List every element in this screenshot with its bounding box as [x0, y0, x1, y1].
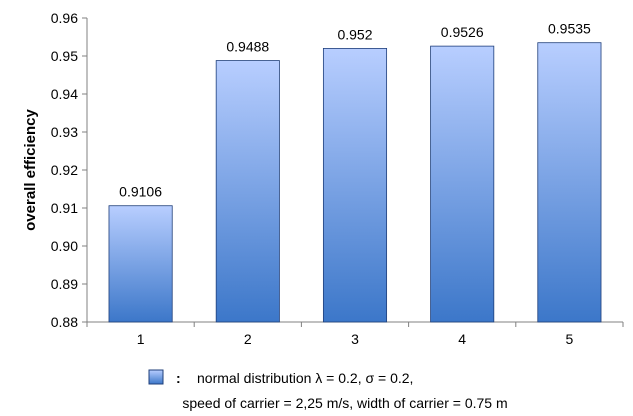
y-tick-label: 0.90: [51, 238, 78, 254]
y-tick-label: 0.88: [51, 314, 78, 330]
x-tick-label: 2: [244, 331, 252, 347]
x-tick-label: 4: [458, 331, 466, 347]
legend-swatch: [148, 369, 164, 385]
bar-value-label: 0.952: [337, 26, 372, 42]
bar: [215, 60, 280, 323]
y-tick-label: 0.94: [51, 86, 78, 102]
y-tick-label: 0.92: [51, 162, 78, 178]
bar-value-label: 0.9526: [441, 24, 484, 40]
axes: 0.88 0.89 0.90 0.91 0.92 0.93 0.94 0.95 0.96 1 2 3 4…: [51, 10, 624, 347]
legend-line-2: speed of carrier = 2,25 m/s, width of ca…: [182, 395, 507, 411]
y-axis-title: overall efficiency: [22, 108, 39, 230]
y-tick-label: 0.96: [51, 10, 78, 26]
y-tick-label: 0.93: [51, 124, 78, 140]
bars: [108, 42, 602, 323]
bar-value-label: 0.9488: [226, 39, 269, 55]
bar: [537, 42, 602, 323]
y-tick-label: 0.91: [51, 200, 78, 216]
bar-value-label: 0.9106: [119, 184, 162, 200]
x-tick-label: 1: [137, 331, 145, 347]
bar: [322, 48, 388, 323]
bar: [430, 45, 495, 323]
x-tick-label: 3: [351, 331, 359, 347]
data-labels: 0.9106 0.9488 0.952 0.9526 0.9535: [119, 21, 591, 200]
y-tick-label: 0.95: [51, 48, 78, 64]
y-tick-label: 0.89: [51, 276, 78, 292]
bar: [108, 205, 173, 323]
legend-separator: :: [176, 370, 181, 386]
x-tick-label: 5: [566, 331, 574, 347]
legend: : normal distribution λ = 0.2, σ = 0.2, …: [148, 369, 508, 411]
legend-line-1: normal distribution λ = 0.2, σ = 0.2,: [197, 370, 413, 386]
bar-value-label: 0.9535: [548, 21, 591, 37]
